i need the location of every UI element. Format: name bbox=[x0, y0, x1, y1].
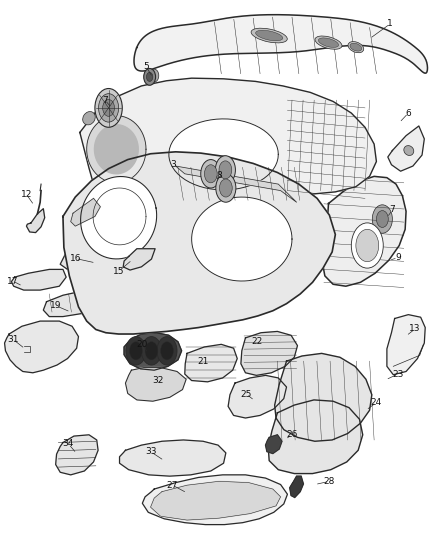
Polygon shape bbox=[185, 344, 237, 382]
Text: 34: 34 bbox=[63, 439, 74, 448]
Text: 28: 28 bbox=[324, 477, 335, 486]
Circle shape bbox=[216, 174, 236, 202]
Polygon shape bbox=[4, 321, 78, 373]
Circle shape bbox=[356, 229, 379, 262]
Ellipse shape bbox=[256, 30, 283, 41]
Polygon shape bbox=[43, 289, 131, 317]
Ellipse shape bbox=[251, 28, 287, 43]
Polygon shape bbox=[290, 476, 304, 497]
Ellipse shape bbox=[350, 43, 362, 51]
Text: 9: 9 bbox=[395, 253, 401, 262]
Ellipse shape bbox=[96, 96, 109, 110]
Ellipse shape bbox=[318, 38, 339, 47]
Circle shape bbox=[102, 100, 114, 116]
Text: 22: 22 bbox=[252, 337, 263, 346]
Text: 7: 7 bbox=[389, 205, 395, 214]
Circle shape bbox=[161, 342, 173, 360]
Text: 16: 16 bbox=[70, 254, 81, 263]
Circle shape bbox=[95, 88, 122, 127]
Text: 17: 17 bbox=[7, 277, 18, 286]
Circle shape bbox=[145, 342, 158, 360]
Circle shape bbox=[201, 159, 221, 188]
Polygon shape bbox=[241, 332, 297, 375]
Polygon shape bbox=[63, 152, 336, 334]
Polygon shape bbox=[321, 176, 406, 286]
Text: 31: 31 bbox=[7, 335, 18, 344]
Text: 23: 23 bbox=[392, 369, 403, 378]
Text: 1: 1 bbox=[387, 19, 393, 28]
Circle shape bbox=[351, 223, 383, 268]
Text: 24: 24 bbox=[371, 398, 382, 407]
Polygon shape bbox=[265, 435, 282, 454]
Text: 32: 32 bbox=[152, 376, 163, 385]
Polygon shape bbox=[81, 176, 157, 259]
Text: 33: 33 bbox=[145, 447, 156, 456]
Ellipse shape bbox=[404, 146, 414, 156]
Circle shape bbox=[219, 179, 232, 197]
Polygon shape bbox=[268, 400, 363, 473]
Text: 12: 12 bbox=[21, 190, 32, 199]
Polygon shape bbox=[71, 198, 100, 226]
Polygon shape bbox=[124, 333, 182, 370]
Text: 8: 8 bbox=[216, 171, 222, 180]
Polygon shape bbox=[60, 241, 163, 269]
Text: 15: 15 bbox=[113, 267, 124, 276]
Polygon shape bbox=[80, 78, 376, 216]
Text: 19: 19 bbox=[50, 301, 61, 310]
Polygon shape bbox=[388, 126, 424, 171]
Text: 7: 7 bbox=[102, 95, 108, 104]
Circle shape bbox=[144, 68, 155, 85]
Text: 20: 20 bbox=[137, 340, 148, 349]
Polygon shape bbox=[123, 249, 155, 270]
Circle shape bbox=[126, 337, 146, 365]
Circle shape bbox=[372, 205, 392, 233]
Text: 21: 21 bbox=[198, 357, 209, 366]
Text: 13: 13 bbox=[410, 325, 421, 333]
Polygon shape bbox=[142, 475, 287, 524]
Text: 25: 25 bbox=[241, 390, 252, 399]
Ellipse shape bbox=[83, 111, 95, 125]
Polygon shape bbox=[176, 166, 297, 202]
Text: 3: 3 bbox=[170, 160, 176, 169]
Circle shape bbox=[219, 161, 232, 179]
Text: 5: 5 bbox=[143, 62, 149, 71]
Circle shape bbox=[376, 211, 388, 228]
Polygon shape bbox=[125, 368, 186, 401]
Polygon shape bbox=[120, 440, 226, 476]
Circle shape bbox=[141, 337, 162, 365]
Ellipse shape bbox=[315, 36, 342, 49]
Polygon shape bbox=[95, 125, 138, 174]
Text: 27: 27 bbox=[167, 481, 178, 490]
Polygon shape bbox=[87, 116, 146, 183]
Text: 6: 6 bbox=[406, 109, 411, 118]
Circle shape bbox=[146, 72, 153, 82]
Circle shape bbox=[205, 165, 217, 183]
Circle shape bbox=[130, 342, 142, 360]
Polygon shape bbox=[151, 481, 281, 520]
Circle shape bbox=[215, 156, 236, 184]
Polygon shape bbox=[275, 353, 372, 441]
Circle shape bbox=[99, 94, 119, 122]
Text: 26: 26 bbox=[286, 430, 298, 439]
Polygon shape bbox=[192, 197, 292, 281]
Polygon shape bbox=[26, 209, 45, 232]
Polygon shape bbox=[56, 435, 98, 475]
Circle shape bbox=[157, 337, 177, 365]
Polygon shape bbox=[228, 375, 286, 418]
Circle shape bbox=[368, 198, 397, 240]
Polygon shape bbox=[134, 15, 427, 73]
Polygon shape bbox=[387, 314, 425, 375]
Circle shape bbox=[150, 69, 159, 82]
Ellipse shape bbox=[348, 42, 364, 53]
Polygon shape bbox=[169, 119, 278, 190]
Polygon shape bbox=[11, 269, 66, 290]
